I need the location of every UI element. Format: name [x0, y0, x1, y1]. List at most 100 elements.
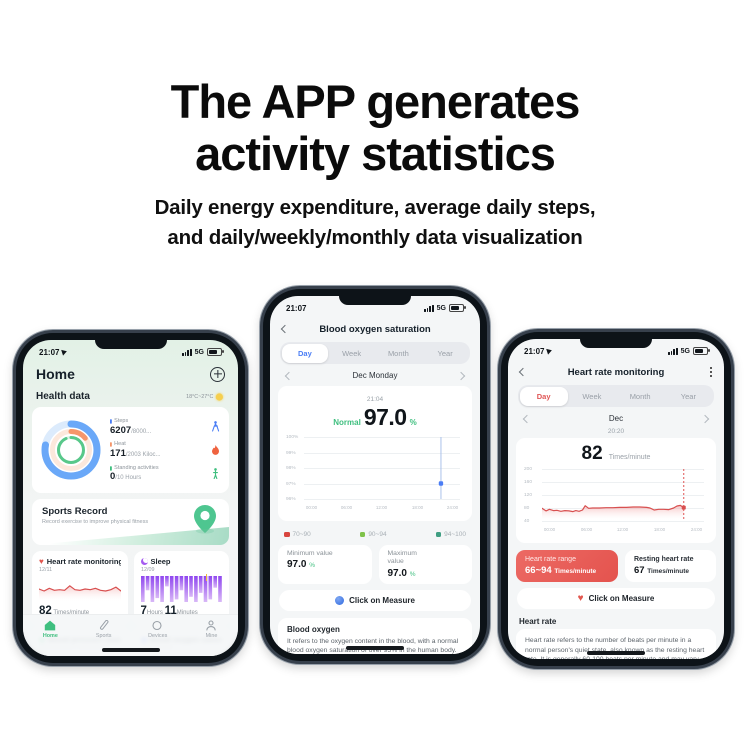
oxygen-unit: %: [409, 418, 417, 427]
tab-mine-label: Mine: [205, 632, 217, 639]
add-button[interactable]: [210, 366, 225, 382]
location-arrow-icon: [61, 348, 69, 356]
heat-label: Heat: [114, 441, 126, 448]
status-bar: 21:07 5G: [270, 296, 480, 314]
heart-rate-range-card: Heart rate range 66~94 Times/minute: [516, 550, 618, 582]
heart-card-date: 12/11: [39, 567, 53, 573]
heart-nav-title: Heart rate monitoring: [567, 366, 665, 378]
bottom-tab-bar: Home Sports Devices Mine: [23, 614, 238, 656]
reading-time: 21:04: [366, 396, 384, 403]
sports-icon: [99, 620, 109, 630]
oxygen-plot: [304, 437, 460, 499]
tab-month[interactable]: Month: [629, 391, 651, 401]
minimum-card: Minimum value 97.0 %: [278, 545, 372, 584]
y-axis-labels: 100% 99% 98% 97% 96%: [286, 434, 299, 502]
sleep-hours-label: Hours: [146, 610, 163, 616]
stat-standing: Standing activities 0/10 Hours: [110, 465, 221, 482]
oxygen-nav-title: Blood oxygen saturation: [319, 323, 431, 335]
home-screen: 21:07 5G Home Health data 18°C~27°C: [23, 340, 238, 656]
prev-date-button[interactable]: [284, 371, 294, 380]
home-icon: [44, 620, 56, 631]
next-date-button[interactable]: [456, 371, 466, 380]
stat-steps: Steps 6207/8000...: [110, 418, 221, 436]
heart-card-title: Heart rate monitoring: [46, 557, 121, 566]
measure-button[interactable]: Click on Measure: [279, 589, 471, 611]
heart-icon: ♥: [577, 593, 584, 604]
status-time: 21:07: [39, 347, 60, 357]
tab-devices-label: Devices: [147, 632, 167, 639]
heart-rate-card[interactable]: ♥ Heart rate monitoring 12/11 82 Times/mi…: [32, 551, 128, 623]
heart-icon: ♥: [39, 557, 44, 566]
resting-card-value: 67: [633, 565, 645, 576]
weather-label: 18°C~27°C: [185, 393, 214, 400]
tab-day[interactable]: Day: [281, 343, 329, 363]
phone-home-bezel: 21:07 5G Home Health data 18°C~27°C: [16, 333, 245, 663]
title-line2: activity statistics: [195, 126, 556, 180]
legend-high: 94~100: [435, 531, 466, 538]
tab-sports[interactable]: Sports: [77, 620, 131, 639]
tab-week[interactable]: Week: [582, 391, 602, 401]
prev-date-button[interactable]: [522, 414, 532, 423]
sports-record-subtitle: Record exercise to improve physical fitn…: [42, 519, 149, 525]
home-indicator[interactable]: [101, 648, 160, 652]
phone-home: 21:07 5G Home Health data 18°C~27°C: [13, 330, 248, 666]
page-subtitle: Daily energy expenditure, average daily …: [0, 193, 750, 252]
oxygen-day-chart: 100% 99% 98% 97% 96% 00:00 06:00 12:00 18:00 24:…: [286, 434, 464, 510]
heart-unit: Times/minute: [608, 454, 651, 461]
network-label: 5G: [194, 348, 204, 356]
tab-mine[interactable]: Mine: [184, 620, 238, 639]
health-stats-card[interactable]: Steps 6207/8000... Heat 171/2003 Kiloc..…: [32, 407, 229, 493]
weather-widget[interactable]: 18°C~27°C: [185, 392, 223, 401]
subtitle-line2: and daily/weekly/monthly data visualizat…: [167, 226, 583, 250]
oxygen-legend: 70~90 90~94 94~100: [284, 531, 466, 538]
sleep-card-title: Sleep: [150, 557, 171, 566]
legend-mid: 90~94: [359, 531, 387, 538]
steps-label: Steps: [114, 418, 129, 424]
tab-year[interactable]: Year: [680, 391, 696, 401]
sports-record-card[interactable]: Sports Record Record exercise to improve…: [32, 499, 229, 545]
tab-day[interactable]: Day: [519, 386, 568, 406]
sleep-card[interactable]: Sleep 12/09 7Hours 11Minutes: [133, 551, 229, 623]
maximum-value: 97.0: [387, 567, 407, 579]
standing-goal: /10 Hours: [115, 475, 142, 481]
heart-info-text: Heart rate refers to the number of beats…: [525, 637, 705, 659]
devices-icon: [152, 620, 162, 631]
tab-home[interactable]: Home: [23, 620, 77, 639]
resting-card-unit: Times/minute: [647, 568, 689, 575]
phone-heart-rate: 21:07 5G Heart rate monitoring Day Week …: [498, 329, 734, 669]
sports-record-title: Sports Record: [42, 506, 108, 517]
minimum-unit: %: [309, 562, 316, 570]
heat-value: 171: [110, 447, 126, 459]
home-indicator[interactable]: [587, 651, 645, 655]
heart-card-unit: Times/minute: [53, 610, 90, 616]
maximum-card: Maximum value 97.0 %: [378, 545, 472, 584]
home-indicator[interactable]: [346, 646, 404, 650]
more-menu-button[interactable]: [710, 367, 712, 377]
resting-card-title: Resting heart rate: [633, 556, 694, 563]
next-date-button[interactable]: [700, 414, 710, 423]
oxygen-info-text: It refers to the oxygen content in the b…: [287, 637, 459, 654]
status-bar: 21:07 5G: [23, 340, 238, 358]
tab-devices[interactable]: Devices: [131, 620, 185, 639]
tab-year[interactable]: Year: [437, 348, 453, 358]
page-title: The APP generates activity statistics: [0, 76, 750, 179]
health-data-title: Health data: [36, 391, 90, 402]
status-time: 21:07: [524, 346, 545, 356]
measure-button[interactable]: ♥ Click on Measure: [517, 588, 715, 609]
notch: [339, 296, 411, 305]
maximum-label: Maximum value: [387, 550, 417, 566]
y-axis-labels: 200 160 120 80 40: [524, 466, 533, 524]
maximum-unit: %: [409, 570, 416, 578]
phone-oxygen-bezel: 21:07 5G Blood oxygen saturation Day Wee…: [263, 289, 487, 661]
sports-swoosh-decoration: [32, 527, 229, 545]
reading-time: 20:20: [607, 428, 625, 435]
heat-goal: /2003 Kiloc...: [125, 451, 161, 458]
oxygen-screen: 21:07 5G Blood oxygen saturation Day Wee…: [270, 296, 480, 654]
standing-value: 0: [110, 471, 116, 482]
flame-icon: [209, 444, 221, 456]
oxygen-info-card: Blood oxygen It refers to the oxygen con…: [278, 617, 472, 654]
status-bar: 21:07 5G: [508, 339, 724, 357]
tab-week[interactable]: Week: [342, 348, 362, 358]
tab-month[interactable]: Month: [387, 348, 409, 358]
activity-rings-chart: [40, 419, 102, 481]
